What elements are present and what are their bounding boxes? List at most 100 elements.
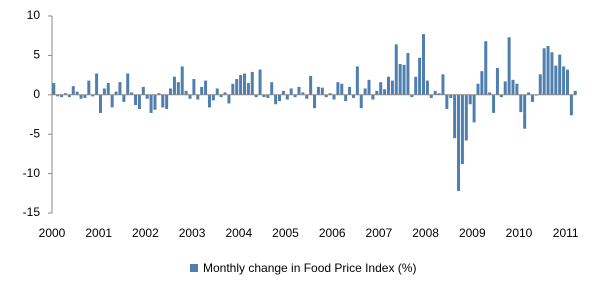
bar bbox=[235, 79, 239, 95]
bar bbox=[503, 81, 507, 95]
bar bbox=[460, 94, 464, 165]
bar bbox=[363, 88, 367, 95]
bar bbox=[192, 79, 196, 95]
bar bbox=[110, 94, 114, 108]
bar bbox=[219, 94, 223, 98]
bar bbox=[227, 94, 231, 104]
bar bbox=[414, 76, 418, 95]
bar bbox=[145, 94, 149, 99]
bar bbox=[87, 80, 91, 95]
x-tick-label: 2000 bbox=[39, 226, 66, 240]
bar bbox=[122, 94, 126, 102]
bar bbox=[569, 94, 573, 116]
bar bbox=[527, 92, 531, 95]
bar bbox=[573, 90, 577, 95]
bar bbox=[165, 94, 169, 109]
bar bbox=[437, 93, 441, 95]
bar bbox=[351, 94, 355, 98]
bar bbox=[242, 73, 246, 95]
bar bbox=[390, 80, 394, 95]
bar bbox=[542, 48, 546, 95]
bar bbox=[188, 94, 192, 99]
bar bbox=[169, 88, 173, 95]
bar bbox=[130, 92, 134, 95]
bar bbox=[546, 45, 550, 95]
bar bbox=[239, 75, 243, 95]
x-tick-label: 2009 bbox=[459, 226, 486, 240]
bar bbox=[270, 82, 274, 95]
x-tick-label: 2011 bbox=[553, 226, 579, 240]
bar bbox=[441, 74, 445, 95]
bar bbox=[157, 93, 161, 95]
y-tick-label: 0 bbox=[33, 87, 40, 101]
bar bbox=[324, 94, 328, 98]
bar bbox=[386, 76, 390, 95]
bar bbox=[207, 94, 211, 108]
bar bbox=[102, 88, 106, 95]
y-tick-label: 10 bbox=[27, 8, 41, 22]
bar bbox=[406, 53, 410, 95]
bar bbox=[402, 64, 406, 95]
bar bbox=[488, 92, 492, 95]
bar bbox=[328, 93, 332, 95]
bar bbox=[332, 94, 336, 100]
legend-swatch bbox=[190, 264, 198, 272]
bar bbox=[285, 94, 289, 100]
bar bbox=[293, 94, 297, 98]
bar bbox=[383, 89, 387, 95]
bar bbox=[95, 73, 99, 95]
bar bbox=[63, 93, 67, 95]
bar bbox=[301, 92, 305, 95]
bar bbox=[499, 94, 503, 98]
bar bbox=[278, 94, 282, 102]
x-tick-label: 2006 bbox=[319, 226, 346, 240]
bar bbox=[398, 64, 402, 95]
bar bbox=[422, 34, 425, 95]
bar bbox=[495, 68, 499, 95]
bar bbox=[348, 86, 352, 95]
bar bbox=[52, 82, 56, 95]
bar bbox=[254, 94, 258, 98]
bar bbox=[464, 94, 468, 141]
bar bbox=[566, 69, 569, 95]
x-tick-label: 2007 bbox=[366, 226, 393, 240]
bar bbox=[519, 94, 523, 113]
bar bbox=[106, 82, 110, 95]
bar bbox=[468, 94, 472, 105]
bar bbox=[79, 94, 83, 99]
bar bbox=[558, 54, 562, 95]
x-tick-label: 2002 bbox=[132, 226, 159, 240]
bar bbox=[67, 94, 71, 98]
bar bbox=[231, 83, 235, 95]
bar bbox=[250, 71, 254, 95]
bar bbox=[492, 94, 496, 113]
x-tick-label: 2008 bbox=[412, 226, 439, 240]
bar bbox=[305, 94, 309, 99]
bar bbox=[379, 82, 383, 95]
bar bbox=[550, 52, 554, 95]
bar bbox=[336, 82, 340, 95]
bar bbox=[153, 94, 157, 110]
bar bbox=[56, 94, 60, 97]
bar bbox=[134, 94, 138, 106]
bar bbox=[83, 94, 87, 98]
bar bbox=[211, 94, 215, 101]
bar bbox=[344, 94, 348, 102]
bar bbox=[530, 94, 534, 102]
bar bbox=[141, 86, 145, 95]
bar bbox=[562, 66, 566, 95]
bar bbox=[126, 73, 130, 95]
bar bbox=[91, 94, 95, 97]
bar bbox=[75, 91, 79, 95]
bar bbox=[359, 94, 363, 109]
bar bbox=[99, 94, 102, 113]
x-tick-label: 2010 bbox=[506, 226, 533, 240]
bar bbox=[196, 94, 200, 100]
bar bbox=[281, 90, 285, 95]
bar bbox=[554, 65, 558, 95]
bar bbox=[480, 71, 484, 95]
bar bbox=[367, 79, 371, 95]
x-tick-label: 2001 bbox=[85, 226, 112, 240]
x-tick-label: 2003 bbox=[179, 226, 206, 240]
